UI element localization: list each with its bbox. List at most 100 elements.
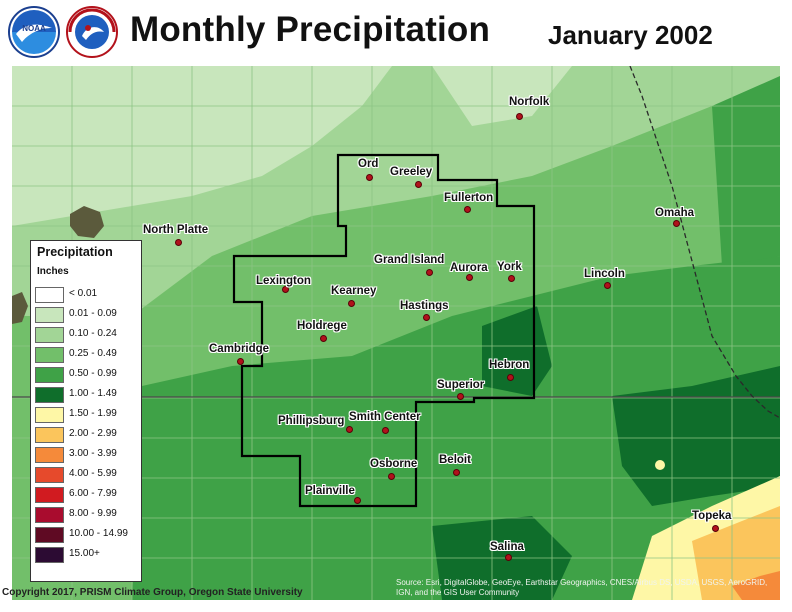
legend-swatch (35, 327, 64, 343)
legend-swatch (35, 387, 64, 403)
city-marker-greeley (415, 181, 422, 188)
city-label-phillipsburg: Phillipsburg (278, 415, 345, 427)
legend-label: < 0.01 (69, 288, 98, 299)
city-marker-plainville (354, 497, 361, 504)
map-header: NOAA Monthly Precipitation January 2002 (0, 0, 792, 66)
legend-swatch (35, 447, 64, 463)
city-label-omaha: Omaha (655, 207, 694, 219)
legend-row: 0.01 - 0.09 (35, 307, 139, 323)
city-marker-smith-center (382, 427, 389, 434)
legend-label: 0.01 - 0.09 (69, 308, 117, 319)
city-label-beloit: Beloit (439, 454, 471, 466)
legend-label: 0.50 - 0.99 (69, 368, 117, 379)
legend-swatch (35, 527, 64, 543)
city-marker-grand-island (426, 269, 433, 276)
legend-swatch (35, 307, 64, 323)
city-label-ord: Ord (358, 158, 379, 170)
legend-label: 2.00 - 2.99 (69, 428, 117, 439)
copyright-notice: Copyright 2017, PRISM Climate Group, Ore… (2, 587, 303, 598)
legend-row: 0.10 - 0.24 (35, 327, 139, 343)
city-label-aurora: Aurora (450, 262, 488, 274)
legend-swatch (35, 367, 64, 383)
legend-swatch (35, 547, 64, 563)
city-label-grand-island: Grand Island (374, 254, 445, 266)
legend-label: 3.00 - 3.99 (69, 448, 117, 459)
city-marker-york (508, 275, 515, 282)
legend-label: 0.25 - 0.49 (69, 348, 117, 359)
city-marker-osborne (388, 473, 395, 480)
city-marker-lincoln (604, 282, 611, 289)
legend-swatch (35, 407, 64, 423)
legend-swatch (35, 507, 64, 523)
city-marker-norfolk (516, 113, 523, 120)
city-marker-omaha (673, 220, 680, 227)
city-label-kearney: Kearney (331, 285, 377, 297)
legend-swatch (35, 347, 64, 363)
city-label-hebron: Hebron (489, 359, 530, 371)
legend-label: 1.00 - 1.49 (69, 388, 117, 399)
precipitation-legend: Precipitation Inches < 0.01 0.01 - 0.09 … (30, 240, 142, 582)
noaa-logo: NOAA (8, 6, 60, 58)
legend-label: 4.00 - 5.99 (69, 468, 117, 479)
city-label-holdrege: Holdrege (297, 320, 347, 332)
city-marker-superior (457, 393, 464, 400)
city-label-plainville: Plainville (305, 485, 355, 497)
city-label-lexington: Lexington (256, 275, 311, 287)
city-marker-hebron (507, 374, 514, 381)
city-label-cambridge: Cambridge (209, 343, 270, 355)
legend-label: 10.00 - 14.99 (69, 528, 128, 539)
legend-label: 1.50 - 1.99 (69, 408, 117, 419)
legend-label: 0.10 - 0.24 (69, 328, 117, 339)
city-marker-kearney (348, 300, 355, 307)
map-title: Monthly Precipitation (130, 10, 491, 49)
legend-row: 6.00 - 7.99 (35, 487, 139, 503)
legend-label: 15.00+ (69, 548, 100, 559)
city-label-fullerton: Fullerton (444, 192, 494, 204)
legend-label: 8.00 - 9.99 (69, 508, 117, 519)
city-marker-holdrege (320, 335, 327, 342)
city-label-smith-center: Smith Center (349, 411, 421, 423)
city-marker-phillipsburg (346, 426, 353, 433)
basemap-credits: Source: Esri, DigitalGlobe, GeoEye, Eart… (396, 578, 768, 597)
city-label-north-platte: North Platte (143, 224, 209, 236)
city-label-topeka: Topeka (692, 510, 732, 522)
legend-row: 3.00 - 3.99 (35, 447, 139, 463)
city-marker-beloit (453, 469, 460, 476)
legend-swatch (35, 287, 64, 303)
legend-title: Precipitation (37, 245, 113, 259)
city-marker-topeka (712, 525, 719, 532)
legend-row: < 0.01 (35, 287, 139, 303)
city-marker-aurora (466, 274, 473, 281)
legend-row: 15.00+ (35, 547, 139, 563)
legend-row: 8.00 - 9.99 (35, 507, 139, 523)
city-label-salina: Salina (490, 541, 524, 553)
legend-row: 4.00 - 5.99 (35, 467, 139, 483)
legend-row: 0.25 - 0.49 (35, 347, 139, 363)
city-label-greeley: Greeley (390, 166, 433, 178)
city-label-superior: Superior (437, 379, 485, 391)
city-label-york: York (497, 261, 522, 273)
city-marker-lexington (282, 286, 289, 293)
legend-row: 0.50 - 0.99 (35, 367, 139, 383)
legend-swatch (35, 487, 64, 503)
legend-swatch (35, 427, 64, 443)
city-label-hastings: Hastings (400, 300, 449, 312)
legend-label: 6.00 - 7.99 (69, 488, 117, 499)
city-marker-hastings (423, 314, 430, 321)
city-label-norfolk: Norfolk (509, 96, 550, 108)
city-marker-ord (366, 174, 373, 181)
city-marker-fullerton (464, 206, 471, 213)
svg-text:NOAA: NOAA (22, 24, 46, 33)
legend-row: 10.00 - 14.99 (35, 527, 139, 543)
city-label-osborne: Osborne (370, 458, 418, 470)
legend-row: 1.00 - 1.49 (35, 387, 139, 403)
national-weather-service-logo (66, 6, 118, 58)
city-marker-cambridge (237, 358, 244, 365)
legend-units: Inches (37, 266, 69, 277)
map-period: January 2002 (548, 20, 713, 50)
city-label-lincoln: Lincoln (584, 268, 625, 280)
city-marker-north-platte (175, 239, 182, 246)
legend-row: 2.00 - 2.99 (35, 427, 139, 443)
city-marker-salina (505, 554, 512, 561)
legend-row: 1.50 - 1.99 (35, 407, 139, 423)
